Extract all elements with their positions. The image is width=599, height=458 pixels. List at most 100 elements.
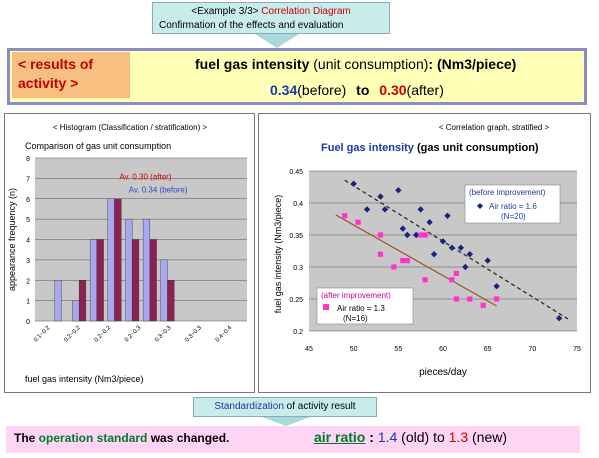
scatter-point-after: [404, 258, 410, 264]
old-value: 1.4: [377, 429, 398, 445]
scatter-x-tick-label: 75: [573, 346, 581, 353]
histogram-annotation-before: Av. 0.34 (before): [129, 186, 188, 195]
histogram-x-tick-label: 0.3~0.3: [184, 325, 203, 344]
scatter-point-before: [395, 187, 402, 194]
scatter-point-after: [400, 258, 406, 264]
histogram-x-tick-label: 0.4~0.4: [215, 325, 234, 344]
histogram-chart: < Histogram (Classification / stratifica…: [7, 123, 247, 384]
scatter-y-tick-label: 0.45: [289, 169, 303, 176]
legend-after-item: Air ratio = 1.3: [337, 304, 385, 313]
results-tag: < results of activity >: [12, 52, 130, 98]
histogram-x-tick-label: 0.3~0.3: [154, 325, 173, 344]
histogram-bar: [125, 218, 133, 322]
histogram-y-tick-label: 2: [26, 278, 30, 285]
air-ratio-colon: :: [365, 429, 378, 445]
scatter-point-before: [377, 193, 384, 200]
scatter-point-before: [448, 244, 456, 251]
scatter-x-tick-label: 65: [484, 346, 492, 353]
metric-paren: (unit consumption): [313, 56, 429, 72]
bottom-prefix: The: [14, 431, 39, 445]
scatter-point-before: [413, 231, 420, 239]
histogram-bar: [89, 239, 98, 322]
scatter-point-after: [342, 213, 348, 219]
histogram-bar: [160, 259, 168, 322]
scatter-y-tick-label: 0.35: [289, 233, 303, 240]
metric-name: fuel gas intensity: [195, 56, 310, 72]
scatter-point-before: [350, 180, 357, 187]
histogram-x-tick-label: 0.2~0.2: [63, 325, 82, 344]
scatter-y-tick-label: 0.25: [289, 297, 303, 304]
histogram-bar: [114, 198, 122, 322]
histogram-panel: < Histogram (Classification / stratifica…: [4, 113, 255, 393]
standardization-down-arrow: [262, 417, 310, 426]
scatter-trend-after: [335, 214, 497, 307]
scatter-title-line: Fuel gas intensity (gas unit consumption…: [321, 142, 539, 154]
scatter-point-after: [467, 296, 473, 302]
scatter-point-after: [453, 296, 459, 302]
scatter-x-tick-label: 45: [305, 346, 313, 353]
operation-standard: operation standard: [38, 431, 148, 445]
histogram-x-tick-label: 0.2~0.2: [94, 325, 113, 344]
scatter-point-after: [355, 219, 361, 225]
to-word: to: [356, 82, 370, 98]
histogram-bar: [78, 280, 87, 322]
callout-title-line: <Example 3/3> Correlation Diagram: [159, 5, 383, 19]
before-label: (before): [297, 82, 347, 98]
before-value: 0.34: [270, 82, 298, 98]
histogram-y-tick-label: 8: [26, 156, 30, 163]
scatter-point-before: [462, 263, 469, 271]
standardization-word: Standardization: [214, 401, 284, 412]
histogram-y-label: appearance frequency (n): [7, 188, 17, 291]
scatter-trend-before: [344, 179, 569, 320]
standardization-rest: of activity result: [283, 401, 356, 412]
bottom-banner: [6, 426, 580, 453]
legend-before-title: (before improvement): [469, 188, 546, 197]
scatter-y-label: fuel gas intensity (Nm3/piece): [273, 195, 283, 314]
scatter-point-before: [381, 206, 389, 213]
callout-subtitle: Confirmation of the effects and evaluati…: [159, 20, 344, 31]
histogram-y-tick-label: 3: [26, 258, 30, 265]
after-value: 0.30: [379, 82, 407, 98]
legend-before-n: (N=20): [501, 212, 526, 221]
histogram-y-tick-label: 6: [26, 197, 30, 204]
scatter-y-tick-label: 0.2: [293, 329, 303, 336]
histogram-bar: [72, 300, 80, 322]
legend-before-marker: [477, 203, 483, 209]
scatter-point-before: [493, 283, 500, 290]
histogram-bar: [142, 218, 151, 322]
histogram-annotation-after: Av. 0.30 (after): [119, 172, 172, 181]
scatter-point-before: [444, 212, 451, 219]
scatter-point-after: [391, 264, 397, 270]
scatter-point-after: [453, 270, 459, 276]
legend-after-n: (N=16): [343, 314, 368, 323]
results-tag-line1: < results of: [18, 56, 94, 72]
scatter-x-tick-label: 70: [528, 346, 536, 353]
scatter-point-after: [377, 251, 384, 257]
bottom-to: to: [429, 429, 449, 445]
scatter-point-before: [426, 219, 433, 226]
scatter-panel: < Correlation graph, stratified > Fuel ga…: [258, 113, 591, 393]
bottom-suffix: was changed.: [147, 431, 230, 445]
scatter-point-before: [555, 315, 563, 322]
legend-after-title: (after improvement): [321, 291, 391, 300]
scatter-point-before: [466, 251, 473, 258]
histogram-bar: [131, 239, 140, 322]
scatter-x-label: pieces/day: [419, 367, 467, 378]
scatter-point-after: [377, 232, 384, 238]
legend-after-marker: [323, 304, 329, 310]
scatter-point-after: [494, 296, 500, 302]
histogram-y-tick-label: 1: [26, 299, 30, 306]
scatter-point-after: [422, 232, 428, 238]
callout-box: <Example 3/3> Correlation Diagram Confir…: [152, 2, 390, 34]
metric-unit: : (Nm3/piece): [428, 56, 517, 72]
scatter-point-after: [418, 232, 424, 238]
histogram-bar: [167, 280, 175, 322]
histogram-y-tick-label: 0: [26, 319, 30, 326]
new-value: 1.3: [448, 429, 469, 445]
scatter-x-tick-label: 50: [350, 346, 358, 353]
histogram-bar: [96, 239, 104, 322]
scatter-title: Fuel gas intensity: [321, 142, 415, 154]
callout-example-label: <Example 3/3>: [191, 6, 259, 17]
scatter-chart: < Correlation graph, stratified > Fuel ga…: [273, 123, 581, 378]
histogram-y-tick-label: 5: [26, 217, 30, 224]
